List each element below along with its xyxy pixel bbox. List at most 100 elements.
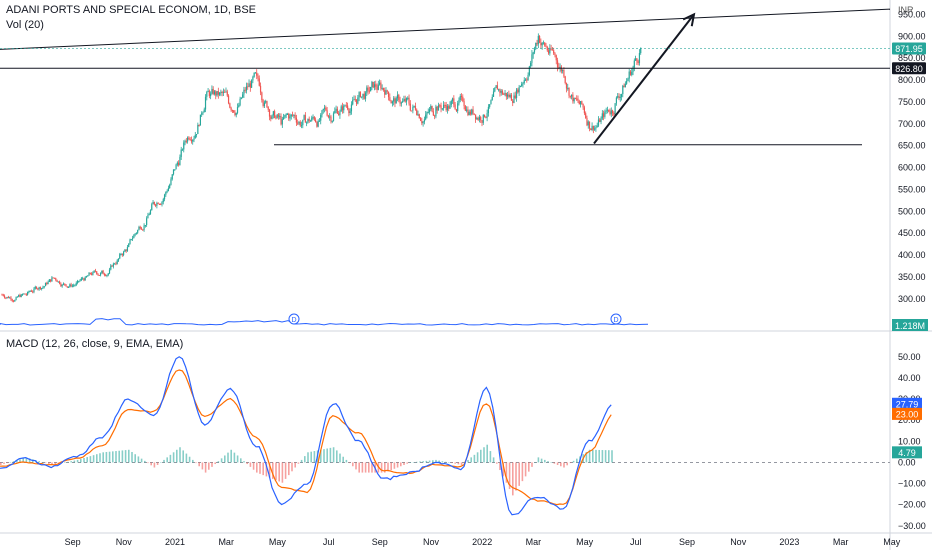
candle-body <box>480 117 482 121</box>
histogram-bar <box>432 460 434 463</box>
candle-body <box>203 109 205 113</box>
volume-line <box>0 318 649 326</box>
candle-body <box>430 106 432 110</box>
candle-body <box>435 106 437 117</box>
candle-body <box>239 98 241 106</box>
histogram-bar <box>284 462 287 479</box>
candle-body <box>15 297 17 301</box>
candle-body <box>268 109 271 117</box>
candle-body <box>416 109 418 115</box>
candle-body <box>375 84 377 87</box>
candle-body <box>327 115 329 118</box>
candle-body <box>140 228 143 230</box>
candle-body <box>495 85 497 88</box>
candle-body <box>102 270 104 275</box>
histogram-bar <box>288 462 290 476</box>
candle-body <box>7 296 9 299</box>
candle-body <box>220 91 222 93</box>
histogram-bar <box>486 444 488 463</box>
candle-body <box>382 87 385 90</box>
candle-body <box>432 111 434 116</box>
histogram-bar <box>323 449 325 463</box>
histogram-bar <box>70 461 72 463</box>
candle-body <box>288 113 290 119</box>
candle-body <box>252 76 254 81</box>
candle-body <box>148 214 150 216</box>
candle-body <box>632 67 634 72</box>
time-tick-label: Sep <box>65 537 81 547</box>
histogram-bar <box>217 461 220 463</box>
candle-body <box>238 105 240 108</box>
histogram-bar <box>342 456 344 463</box>
candle-body <box>339 111 341 116</box>
histogram-bar <box>281 462 284 483</box>
candle-body <box>94 270 97 272</box>
macd-legend[interactable]: MACD (12, 26, close, 9, EMA, EMA) <box>6 338 184 350</box>
candle-body <box>445 104 447 111</box>
candle-body <box>112 263 114 267</box>
candle-body <box>153 201 155 205</box>
dividend-marker-label: D <box>613 317 618 324</box>
candle-body <box>87 275 89 277</box>
candle-body <box>425 114 427 120</box>
candle-body <box>595 127 597 129</box>
histogram-bar <box>83 458 85 463</box>
candle-body <box>608 109 610 112</box>
candle-body <box>441 108 443 110</box>
candle-body <box>53 277 56 279</box>
symbol-legend[interactable]: ADANI PORTS AND SPECIAL ECONOM, 1D, BSE <box>6 4 257 16</box>
histogram-bar <box>393 462 396 469</box>
histogram-bar <box>259 462 261 474</box>
histogram-bar <box>326 448 328 463</box>
histogram-bar <box>134 454 136 463</box>
price-tick-label: 850.00 <box>898 53 926 63</box>
histogram-bar <box>300 459 303 463</box>
candle-body <box>313 116 315 120</box>
candle-body <box>439 105 441 107</box>
histogram-bar <box>544 459 546 463</box>
candle-body <box>540 42 542 46</box>
price-tick-label: 700.00 <box>898 119 926 129</box>
histogram-bar <box>9 462 12 463</box>
histogram-bar <box>438 460 440 463</box>
candle-body <box>27 291 29 295</box>
candle-body <box>389 97 391 101</box>
histogram-bar <box>444 461 447 463</box>
histogram-bar <box>73 460 76 463</box>
candle-body <box>91 273 93 275</box>
candle-body <box>176 162 178 165</box>
signal-line <box>0 369 612 506</box>
candle-body <box>551 49 553 51</box>
candle-body <box>131 238 134 240</box>
candle-body <box>343 105 345 111</box>
candle-body <box>55 278 57 280</box>
candle-body <box>583 107 585 114</box>
candle-body <box>126 247 129 251</box>
histogram-bar <box>419 461 421 463</box>
histogram-bar <box>188 456 191 463</box>
candle-body <box>178 162 180 166</box>
histogram-bar <box>195 462 197 464</box>
candle-body <box>249 83 251 88</box>
histogram-bar <box>518 462 520 486</box>
candle-body <box>51 277 53 282</box>
candle-body <box>472 109 474 114</box>
candle-body <box>521 83 523 86</box>
histogram-bar <box>454 462 456 464</box>
candle-body <box>468 111 470 115</box>
candle-body <box>185 140 187 142</box>
candle-body <box>307 118 309 123</box>
histogram-bar <box>240 458 242 463</box>
dividend-marker <box>288 313 300 325</box>
candle-body <box>539 35 541 43</box>
candle-body <box>492 91 495 97</box>
histogram-bar <box>371 462 373 473</box>
candle-body <box>242 94 244 98</box>
price-tick-label: 750.00 <box>898 97 926 107</box>
volume-legend[interactable]: Vol (20) <box>6 19 44 31</box>
candle-body <box>554 53 556 56</box>
price-tick-label: 450.00 <box>898 228 926 238</box>
candle-body <box>350 104 353 112</box>
candle-body <box>46 283 48 285</box>
